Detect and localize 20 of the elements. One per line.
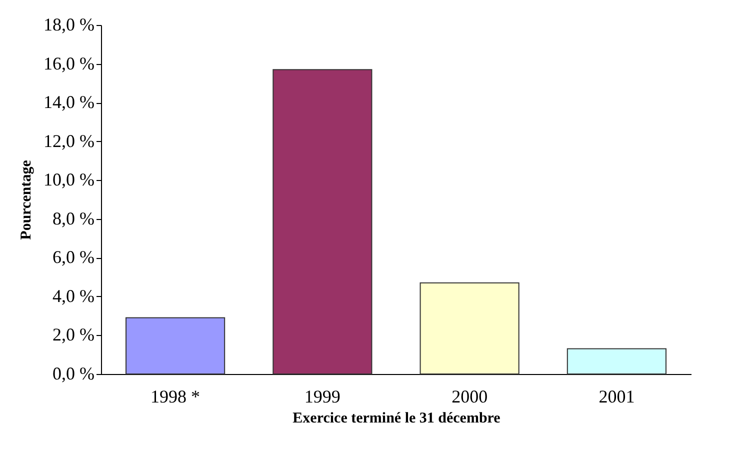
- y-tick-label: 8,0 %: [52, 208, 94, 228]
- y-tick-label: 4,0 %: [52, 286, 94, 306]
- x-tick-label: 2000: [452, 386, 488, 406]
- y-tick-label: 18,0 %: [44, 14, 94, 34]
- y-tick-label: 6,0 %: [52, 247, 94, 268]
- x-tick-label: 1998 *: [150, 386, 200, 406]
- y-tick-label: 2,0 %: [52, 324, 94, 345]
- y-tick-label: 10,0 %: [44, 170, 94, 190]
- x-tick-label: 2001: [598, 386, 635, 406]
- bar: [272, 69, 372, 374]
- bar: [420, 282, 520, 374]
- y-tick-label: 16,0 %: [44, 53, 94, 74]
- x-axis-title: Exercice terminé le 31 décembre: [292, 410, 501, 426]
- y-axis-title: Pourcentage: [18, 160, 35, 240]
- y-tick-label: 0,0 %: [52, 364, 94, 384]
- y-tick-label: 12,0 %: [44, 130, 94, 151]
- x-tick-label: 1999: [304, 386, 340, 406]
- bar: [566, 348, 666, 374]
- bar: [126, 317, 226, 374]
- y-tick-label: 14,0 %: [44, 92, 94, 112]
